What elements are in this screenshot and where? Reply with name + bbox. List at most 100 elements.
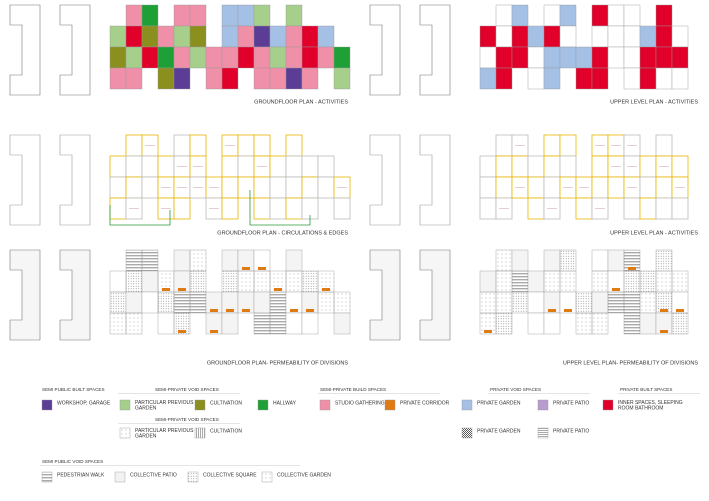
plan-cell <box>527 155 545 178</box>
plan-cell <box>333 312 351 335</box>
plan-cell <box>253 4 271 27</box>
corridor <box>242 267 250 270</box>
plan-cell <box>495 155 513 178</box>
plan-cell <box>269 197 287 220</box>
plan-cell <box>285 270 303 293</box>
legend-heading: SEMI-PRIVATE VOID SPACES <box>155 417 219 422</box>
plan-cell <box>157 46 175 69</box>
plan-cell <box>285 134 303 157</box>
corridor <box>178 330 186 333</box>
plan-cell <box>479 291 497 314</box>
plan-cell <box>237 155 255 178</box>
plan-cell <box>591 176 609 199</box>
plan-cell <box>671 67 689 90</box>
plan-cell <box>607 25 625 48</box>
plan-cell <box>655 67 673 90</box>
plan-cell <box>591 46 609 69</box>
plan-cell <box>125 249 143 272</box>
block-outline <box>59 134 91 226</box>
plan-cell <box>559 155 577 178</box>
plan-cell <box>237 46 255 69</box>
plan-cell <box>189 4 207 27</box>
plan-cell <box>141 46 159 69</box>
plan-cell <box>125 67 143 90</box>
plan-cell <box>495 176 513 199</box>
block-outline <box>369 4 401 96</box>
plan-cell <box>591 291 609 314</box>
legend-label: PRIVATE PATIO <box>553 400 589 406</box>
block-outline <box>59 4 91 96</box>
legend-swatch <box>261 471 273 483</box>
plan-cell <box>109 312 127 335</box>
plan-cell <box>109 270 127 293</box>
plan-cell <box>269 312 287 335</box>
plan-cell <box>141 4 159 27</box>
plan-cell <box>527 46 545 69</box>
plan-cell <box>173 312 191 335</box>
legend-label: CULTIVATION <box>210 400 242 406</box>
legend-label: WORKSHOP, GARAGE <box>57 400 111 406</box>
plan-cell <box>253 197 271 220</box>
plan-cell <box>269 67 287 90</box>
plan-cell <box>333 291 351 314</box>
plan-cell <box>607 249 625 272</box>
plan-cell <box>623 291 641 314</box>
plan-cell <box>141 291 159 314</box>
plan-cell <box>317 155 335 178</box>
plan-cell <box>607 291 625 314</box>
corridor <box>226 309 234 312</box>
plan-cell <box>205 67 223 90</box>
legend-swatch <box>461 427 473 439</box>
plan-cell <box>511 46 529 69</box>
legend-label: PRIVATE GARDEN <box>477 400 521 406</box>
legend-label: COLLECTIVE SQUARE <box>203 472 257 478</box>
plan-cell <box>237 176 255 199</box>
plan-cell <box>543 249 561 272</box>
plan-cell <box>285 46 303 69</box>
plan-cell <box>479 270 497 293</box>
plan-cell <box>639 312 657 335</box>
legend-swatch <box>537 399 549 411</box>
legend-label: INNER SPACES, SLEEPING ROOM BATHROOM <box>618 400 683 412</box>
plan-cell <box>189 134 207 157</box>
legend-swatch <box>41 399 53 411</box>
plan-cell <box>479 67 497 90</box>
legend-swatch <box>194 399 206 411</box>
legend-swatch <box>194 427 206 439</box>
block-outline <box>9 249 41 341</box>
legend-swatch <box>119 427 131 439</box>
plan-cell <box>237 134 255 157</box>
plan-cell <box>527 197 545 220</box>
plan-cell <box>655 249 673 272</box>
plan-cell <box>285 176 303 199</box>
plan-cell <box>173 25 191 48</box>
plan-cell <box>543 46 561 69</box>
plan-cell <box>109 291 127 314</box>
plan-cell <box>125 134 143 157</box>
plan-cell <box>623 67 641 90</box>
plan-cell <box>269 176 287 199</box>
plan-cell <box>575 67 593 90</box>
plan-cell <box>269 25 287 48</box>
corridor <box>484 330 492 333</box>
caption: UPPER LEVEL PLAN - ACTIVITIES <box>610 99 698 105</box>
plan-cell <box>671 312 689 335</box>
corridor <box>178 288 186 291</box>
plan-cell <box>527 176 545 199</box>
plan-cell <box>511 291 529 314</box>
plan-cell <box>157 155 175 178</box>
plan-cell <box>623 46 641 69</box>
plan-cell <box>109 176 127 199</box>
plan-cell <box>511 270 529 293</box>
plan-cell <box>253 176 271 199</box>
legend-swatch <box>461 399 473 411</box>
plan-cell <box>173 134 191 157</box>
corridor <box>612 288 620 291</box>
plan-cell <box>655 197 673 220</box>
plan-cell <box>543 4 561 27</box>
plan-cell <box>253 67 271 90</box>
plan-cell <box>237 270 255 293</box>
block-outline <box>9 4 41 96</box>
plan-cell <box>575 291 593 314</box>
plan-cell <box>511 155 529 178</box>
